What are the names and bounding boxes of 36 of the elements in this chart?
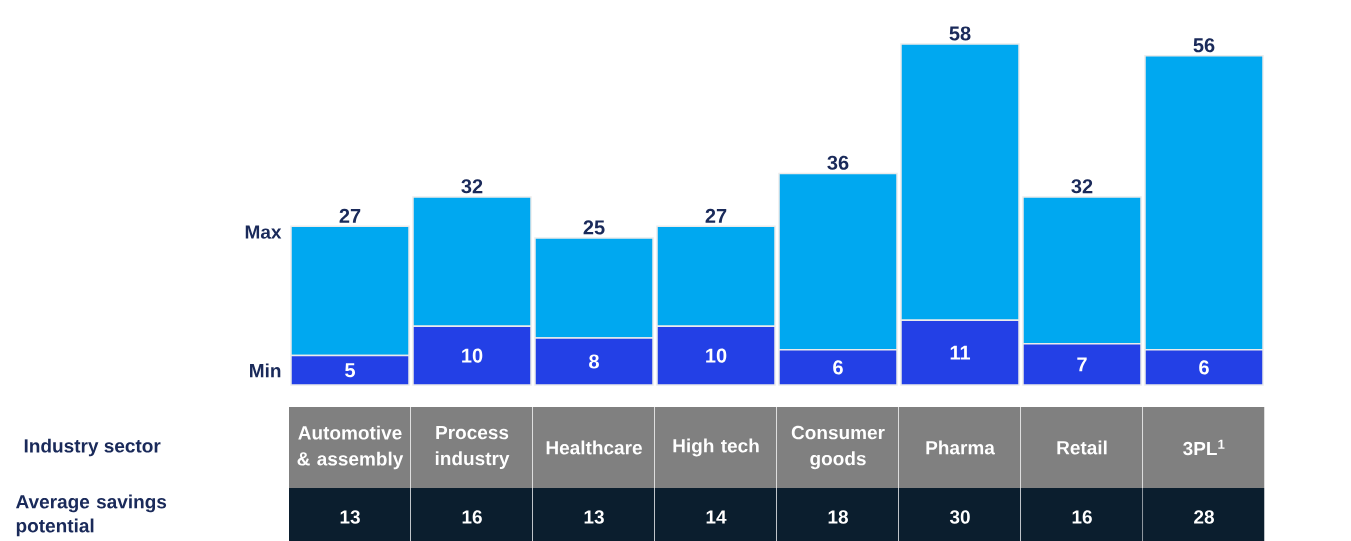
text: 14 <box>706 510 727 524</box>
series-label: Min <box>250 363 281 378</box>
total-label: 27 <box>339 208 361 223</box>
x-tick-label: Retail <box>1057 440 1107 455</box>
total-label: 32 <box>1071 179 1093 194</box>
data-label: 7 <box>1077 357 1087 372</box>
total-label: 25 <box>583 220 605 235</box>
data-label: 10 <box>462 348 483 363</box>
data-label: 5 <box>345 363 356 378</box>
total-label: 27 <box>705 208 727 223</box>
series-label: Max <box>245 225 282 239</box>
data-label: 10 <box>706 348 727 363</box>
x-tick-label: Consumer goods <box>791 425 885 470</box>
total-label: 58 <box>949 26 971 41</box>
text: 16 <box>1072 510 1092 524</box>
data-label: 6 <box>833 360 843 375</box>
text: Average savings potential <box>16 494 167 537</box>
text: 18 <box>828 510 848 524</box>
x-tick-label: Automotive & assembly <box>297 425 404 470</box>
text: 28 <box>1194 510 1214 524</box>
x-tick-label: Pharma <box>926 440 995 455</box>
total-label: 32 <box>461 179 483 194</box>
data-label: 8 <box>589 354 599 369</box>
total-label: 56 <box>1193 38 1215 53</box>
x-tick-label: High tech <box>673 438 759 457</box>
text: 16 <box>462 510 482 524</box>
x-tick-label: Healthcare <box>546 440 642 455</box>
text: 13 <box>340 510 360 524</box>
data-label: 11 <box>950 345 971 360</box>
text: Industry sector <box>24 438 161 457</box>
total-label: 36 <box>827 155 849 170</box>
text: 30 <box>949 510 970 524</box>
text: 13 <box>584 510 604 524</box>
x-tick-label: Process industry <box>435 426 510 469</box>
data-label: 6 <box>1199 360 1209 375</box>
x-tick-label: 3PL$^{1}$ <box>1183 439 1225 456</box>
